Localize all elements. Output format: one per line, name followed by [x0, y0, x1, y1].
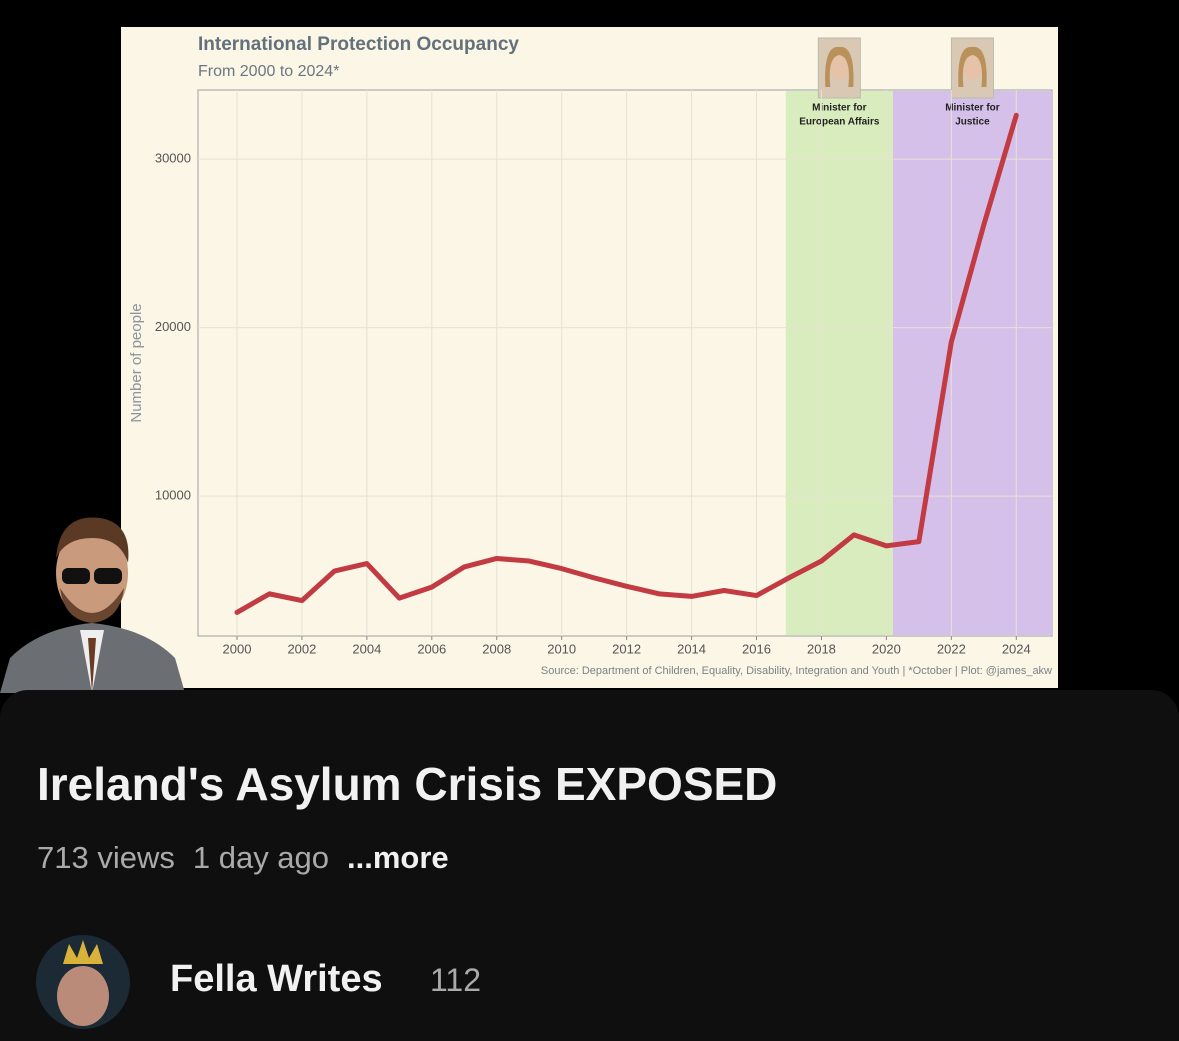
- band-label: European Affairs: [799, 117, 880, 128]
- x-tick-label: 2022: [937, 641, 966, 656]
- x-tick-label: 2006: [417, 641, 446, 656]
- portrait-hair: [958, 46, 987, 87]
- chart-subtitle: From 2000 to 2024*: [198, 63, 339, 80]
- view-count: 713 views: [37, 840, 175, 875]
- video-info-panel: [0, 690, 1179, 1041]
- x-tick-label: 2020: [872, 641, 901, 656]
- y-tick-label: 10000: [155, 488, 191, 503]
- y-axis-label: Number of people: [128, 303, 145, 422]
- chart: International Protection Occupancy From …: [121, 27, 1058, 688]
- portrait-hair: [825, 46, 854, 87]
- video-title: Ireland's Asylum Crisis EXPOSED: [37, 758, 778, 810]
- source-note: Source: Department of Children, Equality…: [541, 665, 1052, 677]
- channel-avatar[interactable]: [35, 934, 131, 1030]
- x-tick-label: 2010: [547, 641, 576, 656]
- highlight-band: [892, 91, 1052, 635]
- more-button[interactable]: ...more: [347, 840, 449, 875]
- band-label: Justice: [955, 117, 990, 128]
- x-tick-label: 2002: [287, 641, 316, 656]
- highlight-band: [785, 91, 893, 635]
- x-tick-label: 2018: [807, 641, 836, 656]
- creator-avatar[interactable]: [0, 508, 190, 693]
- x-tick-label: 2024: [1002, 641, 1031, 656]
- video-meta: 713 views 1 day ago ...more: [37, 840, 467, 876]
- data-line: [234, 112, 1019, 615]
- upload-age: 1 day ago: [192, 840, 330, 875]
- x-tick-label: 2014: [677, 641, 706, 656]
- x-tick-label: 2012: [612, 641, 641, 656]
- band-label: Minister for: [812, 103, 867, 114]
- chart-title: International Protection Occupancy: [198, 34, 519, 55]
- x-tick-label: 2004: [352, 641, 381, 656]
- channel-name[interactable]: Fella Writes: [170, 958, 383, 1000]
- band-label: Minister for: [945, 103, 1000, 114]
- x-tick-label: 2000: [223, 641, 252, 656]
- x-tick-label: 2008: [482, 641, 511, 656]
- y-tick-label: 30000: [155, 151, 191, 166]
- x-tick-label: 2016: [742, 641, 771, 656]
- subscriber-count: 112: [430, 962, 482, 998]
- y-tick-label: 20000: [155, 319, 191, 334]
